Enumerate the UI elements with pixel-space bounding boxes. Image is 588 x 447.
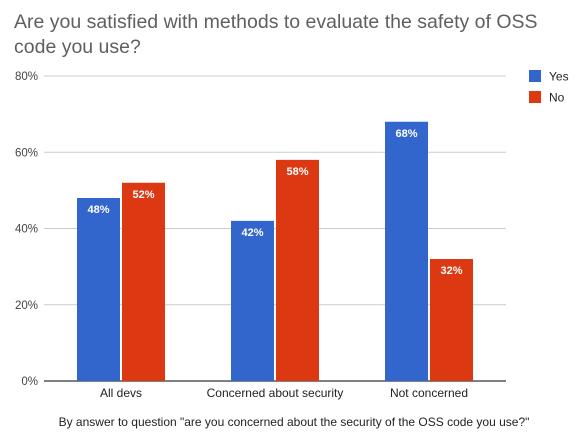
bar-yes [385, 122, 428, 381]
bars [77, 122, 473, 381]
legend-label-yes: Yes [549, 70, 569, 84]
x-category-label: All devs [100, 386, 142, 400]
y-tick-label: 80% [15, 71, 38, 83]
y-tick-label: 0% [21, 376, 38, 388]
legend-swatch-no [529, 91, 541, 103]
data-label: 58% [286, 166, 308, 178]
y-tick-label: 40% [15, 224, 38, 236]
bar-no [122, 183, 165, 381]
x-category-label: Not concerned [390, 386, 468, 400]
data-label: 68% [395, 128, 417, 140]
x-axis-caption: By answer to question "are you concerned… [0, 415, 588, 429]
x-category-label: Concerned about security [207, 386, 344, 400]
bar-yes [77, 198, 120, 381]
y-tick-label: 20% [15, 300, 38, 312]
legend-swatch-yes [529, 70, 541, 82]
bar-no [276, 160, 319, 381]
data-label: 32% [440, 265, 462, 277]
data-label: 42% [241, 227, 263, 239]
legend-label-no: No [549, 91, 565, 105]
data-label: 52% [132, 189, 154, 201]
legend: Yes No [529, 70, 569, 105]
y-axis-ticks: 0% 20% 40% 60% 80% [15, 71, 38, 388]
x-axis-categories: All devs Concerned about security Not conc… [100, 386, 468, 400]
data-label: 48% [87, 204, 109, 216]
y-tick-label: 60% [15, 147, 38, 159]
bar-no [430, 259, 473, 381]
bar-yes [231, 221, 274, 381]
